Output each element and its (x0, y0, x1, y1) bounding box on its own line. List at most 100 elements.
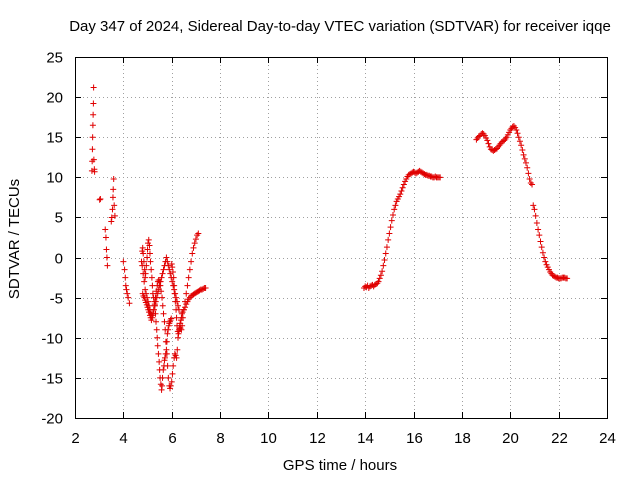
data-point (163, 350, 170, 357)
data-point (522, 159, 529, 166)
data-point (151, 302, 158, 309)
y-axis-label: SDTVAR / TECUs (6, 179, 23, 299)
data-point (524, 164, 531, 171)
data-point (518, 142, 525, 149)
data-point (145, 298, 152, 305)
data-point (141, 278, 148, 285)
data-point (376, 275, 383, 282)
data-point (159, 270, 166, 277)
data-point (159, 302, 166, 309)
data-point (532, 212, 539, 219)
data-point (538, 244, 545, 251)
data-point (171, 286, 178, 293)
data-point (145, 236, 152, 243)
data-point (519, 147, 526, 154)
data-point (89, 134, 96, 141)
data-point (398, 187, 405, 194)
data-point (144, 294, 151, 301)
data-point (392, 202, 399, 209)
data-points (88, 84, 571, 393)
data-point (126, 300, 133, 307)
data-point (169, 370, 176, 377)
data-point (153, 326, 160, 333)
data-point (160, 266, 167, 273)
y-tick-label: -5 (50, 291, 63, 308)
data-point (564, 275, 571, 282)
data-point (162, 338, 169, 345)
y-tick-label: -10 (41, 331, 63, 348)
x-axis-label: GPS time / hours (283, 457, 397, 474)
data-point (168, 274, 175, 281)
data-point (148, 274, 155, 281)
x-tick-label: 20 (502, 430, 519, 447)
data-point (140, 258, 147, 265)
data-point (484, 137, 491, 144)
data-point (168, 315, 175, 322)
data-point (174, 298, 181, 305)
data-point (175, 302, 182, 309)
data-point (485, 140, 492, 147)
data-point (155, 350, 162, 357)
data-point (184, 282, 191, 289)
data-point (157, 278, 164, 285)
data-point (170, 362, 177, 369)
data-point (150, 306, 157, 313)
data-point (382, 250, 389, 257)
data-point (90, 100, 97, 107)
data-point (89, 146, 96, 153)
ticks-layer: 2 4 6 8 10 12 14 16 18 20 22 24-20-15-10-5051015202… (41, 50, 616, 448)
data-point (159, 382, 166, 389)
data-point (526, 175, 533, 182)
data-point (186, 266, 193, 273)
data-point (380, 262, 387, 269)
data-point (154, 290, 161, 297)
y-tick-label: 0 (55, 251, 63, 268)
data-point (164, 258, 171, 265)
data-point (191, 240, 198, 247)
data-point (391, 206, 398, 213)
data-point (153, 318, 160, 325)
data-point (146, 242, 153, 249)
data-point (111, 212, 118, 219)
x-tick-label: 8 (216, 430, 224, 447)
data-point (120, 258, 127, 265)
data-point (124, 290, 131, 297)
data-point (140, 270, 147, 277)
data-point (183, 290, 190, 297)
data-point (530, 202, 537, 209)
data-point (140, 250, 147, 257)
data-point (515, 134, 522, 141)
data-point (96, 196, 103, 203)
data-point (175, 306, 182, 313)
data-point (516, 138, 523, 145)
data-point (103, 254, 110, 261)
data-point (167, 382, 174, 389)
data-point (379, 268, 386, 275)
data-point (142, 286, 149, 293)
data-point (542, 258, 549, 265)
x-tick-label: 2 (71, 430, 79, 447)
data-point (513, 127, 520, 134)
data-point (156, 282, 163, 289)
data-point (109, 194, 116, 201)
data-point (537, 238, 544, 245)
y-tick-label: 10 (46, 170, 63, 187)
data-point (167, 270, 174, 277)
y-tick-label: -15 (41, 371, 63, 388)
data-point (397, 191, 404, 198)
data-point (121, 266, 128, 273)
data-point (108, 214, 115, 221)
data-point (90, 111, 97, 118)
data-point (148, 266, 155, 273)
data-point (179, 314, 186, 321)
data-point (173, 294, 180, 301)
data-point (162, 326, 169, 333)
x-tick-label: 14 (357, 430, 374, 447)
data-point (161, 354, 168, 361)
data-point (160, 366, 167, 373)
y-tick-label: 5 (55, 210, 63, 227)
data-point (185, 274, 192, 281)
data-point (110, 186, 117, 193)
data-point (188, 258, 195, 265)
